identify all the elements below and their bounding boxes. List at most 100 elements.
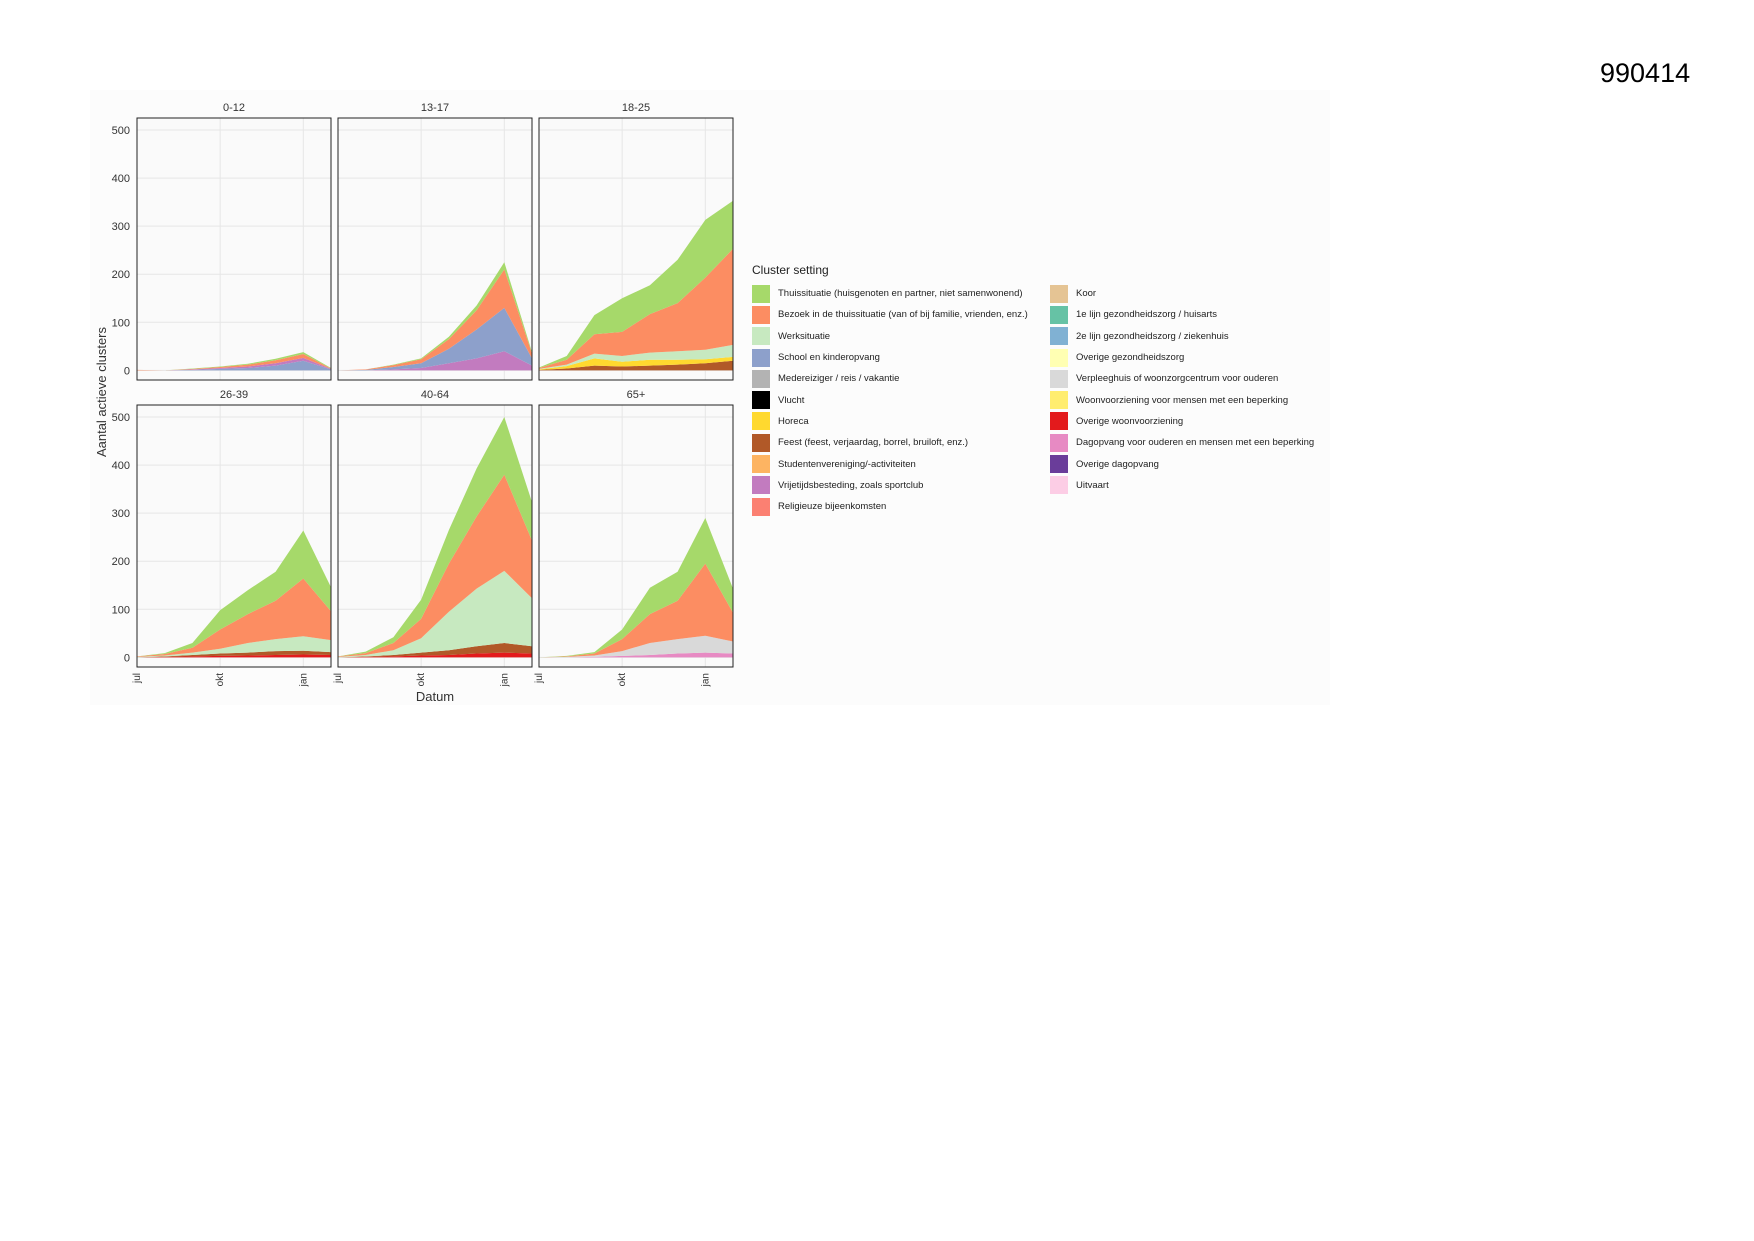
area-18-25-series xyxy=(539,200,733,368)
legend-swatch xyxy=(1050,327,1068,346)
area-40-64-series xyxy=(338,652,532,658)
area-26-39-series xyxy=(137,636,331,658)
panel-title: 65+ xyxy=(627,389,646,401)
legend: Cluster setting Thuissituatie (huisgenot… xyxy=(752,263,1314,517)
x-tick-label: okt xyxy=(215,673,226,687)
legend-label: Bezoek in de thuissituatie (van of bij f… xyxy=(778,309,1028,321)
x-tick-label: jan xyxy=(499,673,510,687)
area-65plus-series xyxy=(539,563,733,658)
legend-swatch xyxy=(1050,348,1068,367)
panel-0-12-background xyxy=(137,118,331,380)
panel-title: 40-64 xyxy=(421,389,449,401)
legend-title: Cluster setting xyxy=(752,263,829,277)
legend-swatch xyxy=(752,476,770,495)
legend-label: Vlucht xyxy=(778,394,805,406)
y-tick-label: 500 xyxy=(112,412,130,424)
area-65plus-series xyxy=(539,652,733,658)
legend-label: 2e lijn gezondheidszorg / ziekenhuis xyxy=(1076,330,1229,342)
area-40-64-series xyxy=(338,643,532,658)
x-tick-label: jan xyxy=(298,673,309,687)
y-tick-label: 200 xyxy=(112,556,130,568)
y-tick-label: 0 xyxy=(124,652,130,664)
area-18-25-series xyxy=(539,344,733,370)
legend-item: Horeca xyxy=(752,411,1042,432)
legend-item: 2e lijn gezondheidszorg / ziekenhuis xyxy=(1050,326,1314,347)
legend-item: Werksituatie xyxy=(752,326,1042,347)
legend-swatch xyxy=(1050,369,1068,388)
panel-title: 26-39 xyxy=(220,389,248,401)
y-tick-label: 400 xyxy=(112,460,130,472)
legend-label: Overige gezondheidszorg xyxy=(1076,352,1185,364)
area-13-17-series xyxy=(338,262,532,371)
area-13-17-series xyxy=(338,351,532,371)
legend-label: Vrijetijdsbesteding, zoals sportclub xyxy=(778,479,924,491)
legend-label: Koor xyxy=(1076,288,1097,300)
area-0-12-series xyxy=(137,354,331,371)
legend-label: Medereiziger / reis / vakantie xyxy=(778,373,900,385)
area-18-25-series xyxy=(539,360,733,371)
x-tick-label: jan xyxy=(700,673,711,687)
legend-item: Thuissituatie (huisgenoten en partner, n… xyxy=(752,283,1042,304)
area-26-39-series xyxy=(137,578,331,657)
area-0-12-series xyxy=(137,357,331,371)
legend-swatch xyxy=(1050,476,1068,495)
y-tick-label: 500 xyxy=(112,125,130,137)
legend-swatch xyxy=(1050,284,1068,303)
legend-item: Feest (feest, verjaardag, borrel, bruilo… xyxy=(752,432,1042,453)
legend-item: School en kinderopvang xyxy=(752,347,1042,368)
legend-item: Religieuze bijeenkomsten xyxy=(752,496,1042,517)
legend-swatch xyxy=(752,412,770,431)
y-tick-label: 200 xyxy=(112,269,130,281)
legend-item: Studentenvereniging/-activiteiten xyxy=(752,453,1042,474)
area-26-39-series xyxy=(137,530,331,657)
legend-column-1: Thuissituatie (huisgenoten en partner, n… xyxy=(752,283,1042,517)
area-18-25-series xyxy=(539,248,733,369)
y-tick-label: 400 xyxy=(112,173,130,185)
legend-label: Studentenvereniging/-activiteiten xyxy=(778,458,916,470)
legend-swatch xyxy=(752,391,770,410)
legend-item: Verpleeghuis of woonzorgcentrum voor oud… xyxy=(1050,368,1314,389)
x-tick-label: jul xyxy=(132,673,143,684)
area-18-25-series xyxy=(539,356,733,370)
legend-swatch xyxy=(752,433,770,452)
legend-label: Uitvaart xyxy=(1076,479,1109,491)
panel-40-64-border xyxy=(337,404,533,668)
legend-column-2: Koor 1e lijn gezondheidszorg / huisarts 2e… xyxy=(1050,283,1314,517)
area-40-64-series xyxy=(338,474,532,657)
legend-swatch xyxy=(752,284,770,303)
legend-swatch xyxy=(752,455,770,474)
legend-item: 1e lijn gezondheidszorg / huisarts xyxy=(1050,304,1314,325)
legend-swatch xyxy=(1050,412,1068,431)
legend-item: Vlucht xyxy=(752,389,1042,410)
legend-label: 1e lijn gezondheidszorg / huisarts xyxy=(1076,309,1218,321)
panel-title: 18-25 xyxy=(622,102,650,114)
area-26-39-series xyxy=(137,654,331,658)
legend-item: Koor xyxy=(1050,283,1314,304)
legend-item: Overige dagopvang xyxy=(1050,453,1314,474)
legend-label: Thuissituatie (huisgenoten en partner, n… xyxy=(778,288,1023,300)
panel-13-17-border xyxy=(337,117,533,381)
legend-swatch xyxy=(752,327,770,346)
x-tick-label: jul xyxy=(534,673,545,684)
area-26-39-series xyxy=(137,650,331,658)
legend-label: Religieuze bijeenkomsten xyxy=(778,501,887,513)
legend-swatch xyxy=(1050,455,1068,474)
area-65plus-series xyxy=(539,635,733,658)
y-tick-label: 100 xyxy=(112,317,130,329)
x-tick-label: okt xyxy=(416,673,427,687)
legend-swatch xyxy=(1050,391,1068,410)
area-13-17-series xyxy=(338,307,532,371)
area-40-64-series xyxy=(338,570,532,658)
x-axis-title: Datum xyxy=(416,689,454,704)
legend-item: Medereiziger / reis / vakantie xyxy=(752,368,1042,389)
legend-label: Horeca xyxy=(778,415,809,427)
panel-65plus-border xyxy=(538,404,734,668)
page-number: 990414 xyxy=(1600,58,1691,88)
area-40-64-series xyxy=(338,417,532,657)
legend-label: Overige woonvoorziening xyxy=(1076,415,1184,427)
y-tick-label: 100 xyxy=(112,604,130,616)
legend-item: Uitvaart xyxy=(1050,475,1314,496)
panel-0-12-border xyxy=(136,117,332,381)
legend-swatch xyxy=(752,348,770,367)
